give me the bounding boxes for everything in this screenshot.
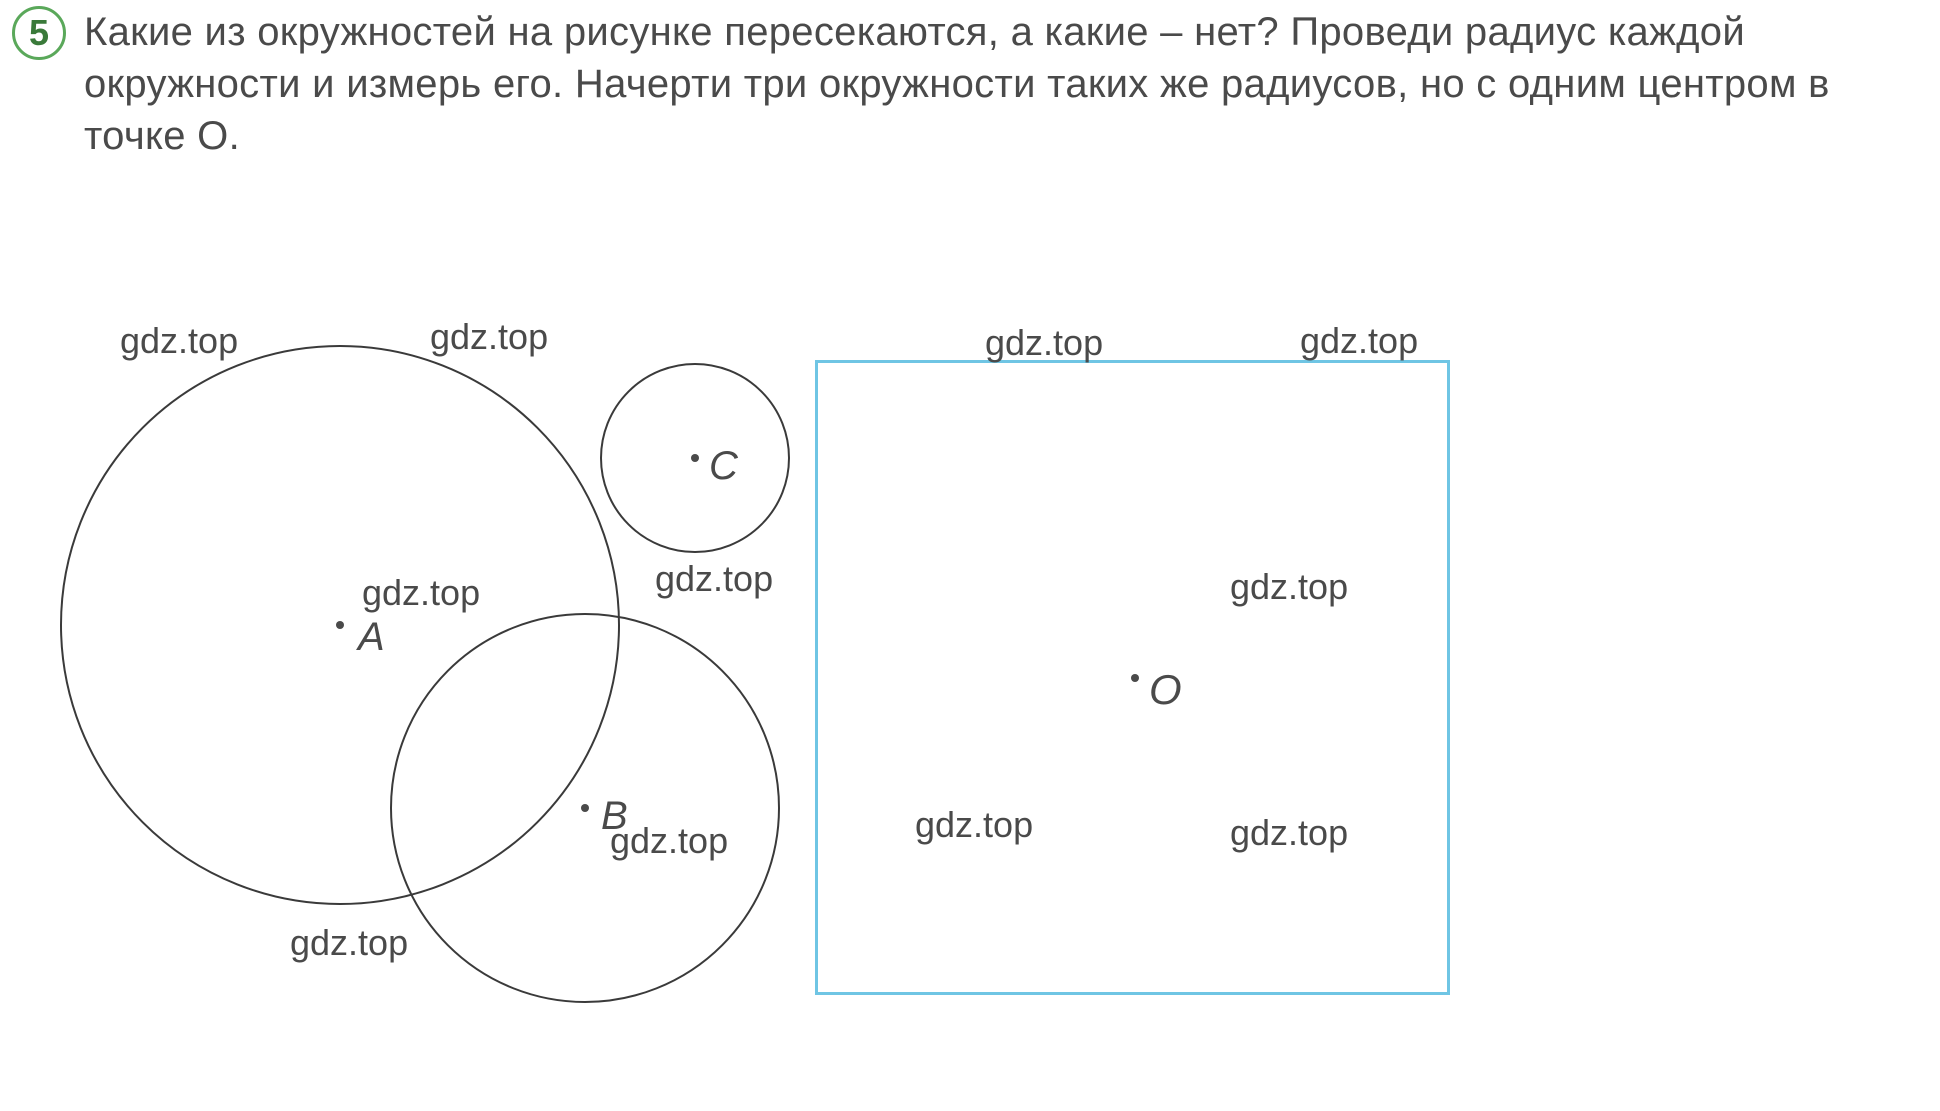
diagram: A B C O gdz.topgdz.topgdz.topgdz.topgdz.… [0,160,1940,1111]
watermark: gdz.top [985,322,1103,364]
center-dot-B [581,804,589,812]
problem-number: 5 [29,12,49,54]
center-dot-C [691,454,699,462]
problem-text: Какие из окружностей на рисунке пересека… [84,6,1930,162]
center-label-C: C [709,444,738,489]
center-label-A: A [358,615,385,660]
center-label-O: O [1149,666,1182,714]
problem-number-badge: 5 [12,6,66,60]
watermark: gdz.top [1230,812,1348,854]
watermark: gdz.top [655,558,773,600]
watermark: gdz.top [1230,566,1348,608]
watermark: gdz.top [915,804,1033,846]
center-dot-O [1131,674,1139,682]
center-dot-A [336,621,344,629]
watermark: gdz.top [120,320,238,362]
watermark: gdz.top [610,820,728,862]
watermark: gdz.top [362,572,480,614]
watermark: gdz.top [430,316,548,358]
watermark: gdz.top [290,922,408,964]
watermark: gdz.top [1300,320,1418,362]
